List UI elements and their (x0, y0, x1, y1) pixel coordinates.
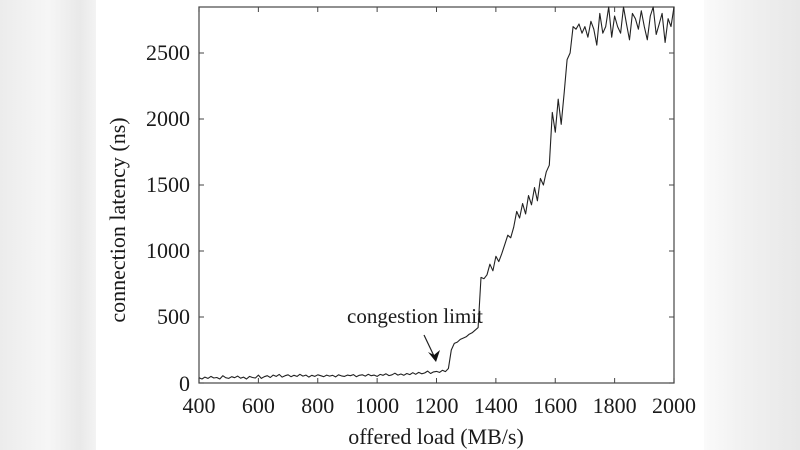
background-right (704, 0, 800, 450)
y-tick-labels: 0 500 1000 1500 2000 2500 (146, 40, 190, 396)
annotation-arrow (423, 334, 440, 362)
y-tick-label: 1000 (146, 238, 190, 263)
x-tick-label: 2000 (652, 393, 696, 418)
y-tick-label: 1500 (146, 172, 190, 197)
x-tick-label: 1400 (474, 393, 518, 418)
y-axis-title: connection latency (ns) (105, 117, 130, 322)
y-tick-label: 500 (157, 304, 190, 329)
x-tick-label: 1000 (355, 393, 399, 418)
y-tick-label: 0 (179, 371, 190, 396)
x-tick-label: 1600 (533, 393, 577, 418)
latency-series-line (198, 6, 675, 380)
x-tick-label: 400 (183, 393, 216, 418)
arrowhead-icon (428, 350, 440, 362)
figure-panel (96, 0, 704, 450)
x-tick-label: 1800 (593, 393, 637, 418)
y-tick-label: 2000 (146, 106, 190, 131)
x-axis-title: offered load (MB/s) (348, 424, 524, 449)
x-tick-label: 600 (242, 393, 275, 418)
annotation-congestion-limit: congestion limit (347, 304, 483, 328)
y-tick-label: 2500 (146, 40, 190, 65)
x-tick-label: 800 (301, 393, 334, 418)
x-tick-labels: 400 600 800 1000 1200 1400 1600 1800 2000 (183, 393, 697, 418)
x-tick-label: 1200 (415, 393, 459, 418)
